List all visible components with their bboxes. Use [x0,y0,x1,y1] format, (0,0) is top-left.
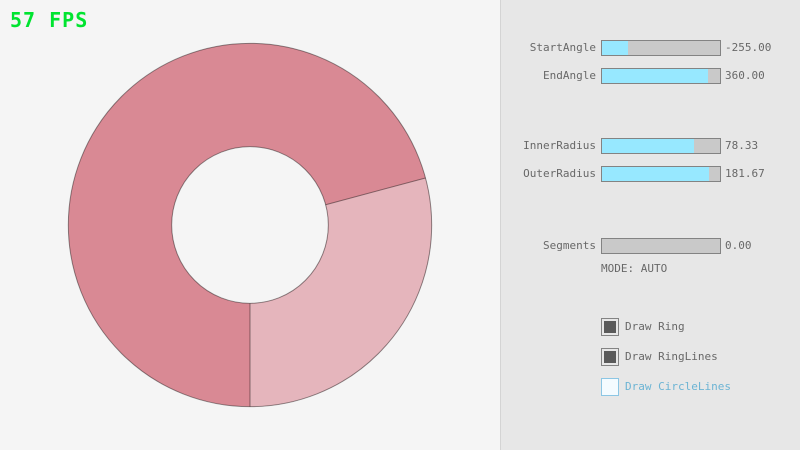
outerradius-slider[interactable] [601,166,721,182]
outerradius-label: OuterRadius [523,167,596,180]
innerradius-value: 78.33 [725,139,759,152]
segments-slider[interactable] [601,238,721,254]
outerradius-slider-fill [602,167,710,181]
segments-value: 0.00 [725,239,752,252]
fps-counter: 57 FPS [10,8,89,32]
endangle-label: EndAngle [543,69,596,82]
endangle-slider-fill [602,69,709,83]
segments-mode-text: MODE: AUTO [601,262,668,275]
ring-overlap-sector [250,177,432,407]
draw-circlelines-checkbox-row: Draw CircleLines [501,378,800,398]
innerradius-slider-fill [602,139,695,153]
draw-ring-label: Draw Ring [625,320,685,333]
endangle-value: 360.00 [725,69,765,82]
draw-ringlines-checkbox-row: Draw RingLines [501,348,800,368]
draw-ring-checkbox-row: Draw Ring [501,318,800,338]
endangle-slider[interactable] [601,68,721,84]
startangle-value: -255.00 [725,41,772,54]
startangle-slider-fill [602,41,628,55]
draw-ringlines-checkbox[interactable] [601,348,619,366]
endangle-slider-row: EndAngle 360.00 [501,68,800,84]
draw-circlelines-checkbox[interactable] [601,378,619,396]
innerradius-slider-row: InnerRadius 78.33 [501,138,800,154]
draw-ringlines-label: Draw RingLines [625,350,718,363]
outerradius-slider-row: OuterRadius 181.67 [501,166,800,182]
segments-label: Segments [543,239,596,252]
innerradius-label: InnerRadius [523,139,596,152]
ring-radial-line-right [325,177,426,206]
controls-panel: StartAngle -255.00 EndAngle 360.00 Inner… [500,0,800,450]
segments-slider-row: Segments 0.00 [501,238,800,254]
draw-circlelines-label: Draw CircleLines [625,380,731,393]
innerradius-slider[interactable] [601,138,721,154]
outerradius-value: 181.67 [725,167,765,180]
draw-ring-checkmark [604,321,616,333]
startangle-slider[interactable] [601,40,721,56]
draw-ring-checkbox[interactable] [601,318,619,336]
ring-donut-chart [67,42,433,408]
ring-outline-inner [171,146,329,304]
startangle-label: StartAngle [529,41,596,54]
startangle-slider-row: StartAngle -255.00 [501,40,800,56]
draw-ringlines-checkmark [604,351,616,363]
ring-outline-outer [67,42,433,408]
